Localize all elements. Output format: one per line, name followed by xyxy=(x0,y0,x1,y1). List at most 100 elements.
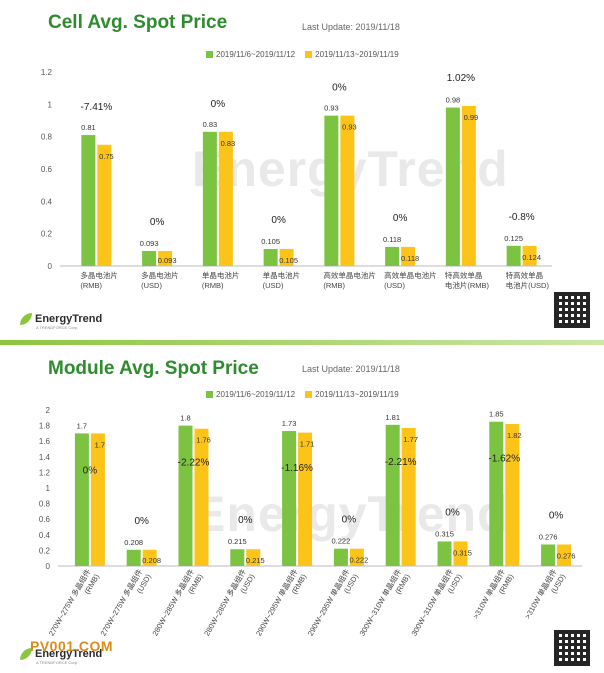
brand-sub: A TRENDFORCE Corp. xyxy=(36,325,79,331)
y-tick-label: 1.2 xyxy=(41,68,53,77)
change-label: 0% xyxy=(393,213,408,224)
data-label: 0.81 xyxy=(81,123,96,132)
y-tick-label: 1.2 xyxy=(39,468,51,477)
y-tick-label: 1.6 xyxy=(39,437,51,446)
bar xyxy=(522,245,537,266)
bar xyxy=(90,433,105,566)
y-tick-label: 0.2 xyxy=(39,546,51,555)
x-tick-label: (RMB) xyxy=(323,281,345,290)
x-tick-label: 电池片(RMB) xyxy=(445,280,490,290)
y-tick-label: 0 xyxy=(48,262,53,271)
x-tick-label: 300W~310W 单晶组件 xyxy=(409,567,456,638)
brand-name: EnergyTrend xyxy=(35,648,103,660)
data-label: 1.71 xyxy=(300,440,315,449)
data-label: 1.77 xyxy=(403,435,418,444)
bar xyxy=(263,249,278,266)
cell-chart-svg: 00.20.40.60.811.20.810.75-7.41%多晶电池片(RMB… xyxy=(41,68,552,290)
change-label: -1.16% xyxy=(281,463,313,474)
bar xyxy=(461,105,476,266)
bar xyxy=(541,544,556,566)
change-label: 0% xyxy=(238,515,253,526)
y-tick-label: 0.8 xyxy=(41,133,53,142)
brand-sub: A TRENDFORCE Corp. xyxy=(36,660,79,666)
bar xyxy=(158,250,173,266)
data-label: 1.7 xyxy=(77,421,87,430)
x-tick-label: 多晶电池片 xyxy=(80,270,118,280)
change-label: 0% xyxy=(549,510,564,521)
bar xyxy=(385,246,400,266)
data-label: 1.85 xyxy=(489,410,504,419)
legend: 2019/11/6~2019/11/12 2019/11/13~2019/11/… xyxy=(206,50,399,59)
x-tick-label: 多晶电池片 xyxy=(141,270,179,280)
data-label: 0.276 xyxy=(557,551,576,560)
bar xyxy=(230,549,245,566)
legend-item: 2019/11/13~2019/11/19 xyxy=(305,390,399,399)
y-tick-label: 0.4 xyxy=(41,197,53,206)
data-label: 0.093 xyxy=(158,256,177,265)
bar xyxy=(385,424,400,566)
module-chart-svg: 00.20.40.60.811.21.41.61.821.71.70%270W~… xyxy=(39,406,582,638)
x-tick-label: 300W~310W 单晶组件 xyxy=(357,567,404,638)
data-label: 0.98 xyxy=(446,96,461,105)
bar xyxy=(505,424,520,566)
bar xyxy=(340,115,355,267)
data-label: 0.124 xyxy=(522,253,541,262)
change-label: -2.21% xyxy=(385,457,417,468)
x-tick-label: 特高效单晶 xyxy=(445,270,483,280)
x-tick-label-group: 280W~285W 多晶组件(USD) xyxy=(201,567,256,638)
change-label: -1.62% xyxy=(488,454,520,465)
bar xyxy=(437,541,452,566)
x-tick-label-group: 270W~275W 多晶组件(RMB) xyxy=(46,567,101,638)
change-label: 0% xyxy=(150,217,165,228)
legend-item: 2019/11/6~2019/11/12 xyxy=(206,390,295,399)
cell-price-panel: Cell Avg. Spot Price Last Update: 2019/1… xyxy=(20,12,590,331)
change-label: -2.22% xyxy=(178,458,210,469)
data-label: 0.93 xyxy=(324,104,339,113)
bar xyxy=(194,428,209,566)
legend-label: 2019/11/6~2019/11/12 xyxy=(216,390,296,399)
x-tick-label: (RMB) xyxy=(202,281,224,290)
data-label: 0.222 xyxy=(350,556,369,565)
data-label: 0.215 xyxy=(228,537,247,546)
bar xyxy=(202,131,217,266)
data-label: 0.99 xyxy=(464,113,479,122)
x-tick-label-group: 290W~295W 单晶组件(USD) xyxy=(305,567,360,638)
bar xyxy=(81,135,96,266)
data-label: 0.75 xyxy=(99,152,114,161)
x-tick-label-group: 270W~275W 多晶组件(USD) xyxy=(98,567,153,638)
y-tick-label: 0.4 xyxy=(39,531,51,540)
last-update: Last Update: 2019/11/18 xyxy=(302,364,400,374)
legend-label: 2019/11/13~2019/11/19 xyxy=(315,50,399,59)
legend-swatch-green xyxy=(206,51,213,58)
x-tick-label-group: >310W 单晶组件(RMB) xyxy=(470,567,516,621)
y-tick-label: 1.8 xyxy=(39,422,51,431)
x-tick-label: 270W~275W 多晶组件 xyxy=(46,567,93,638)
change-label: 0% xyxy=(211,99,226,110)
y-tick-label: 0 xyxy=(46,562,51,571)
data-label: 1.82 xyxy=(507,431,522,440)
change-label: 0% xyxy=(342,515,357,526)
data-label: 0.118 xyxy=(383,235,401,244)
data-label: 0.315 xyxy=(435,529,454,538)
legend-swatch-green xyxy=(206,391,213,398)
divider-bar xyxy=(0,340,604,345)
x-tick-label: (USD) xyxy=(141,281,162,290)
bar xyxy=(142,549,157,566)
y-tick-label: 0.8 xyxy=(39,500,51,509)
bar xyxy=(333,548,348,566)
change-label: 0% xyxy=(134,516,149,527)
x-tick-label: 290W~295W 单晶组件 xyxy=(305,567,352,638)
x-tick-label: 电池片(USD) xyxy=(506,280,550,290)
legend-item: 2019/11/13~2019/11/19 xyxy=(305,50,399,59)
x-tick-label-group: 300W~310W 单晶组件(USD) xyxy=(409,567,464,638)
data-label: 0.215 xyxy=(246,556,265,565)
data-label: 0.105 xyxy=(261,237,280,246)
x-tick-label: 特高效单晶 xyxy=(506,270,544,280)
x-tick-label: 280W~285W 多晶组件 xyxy=(201,567,248,638)
legend-label: 2019/11/6~2019/11/12 xyxy=(216,50,296,59)
bar xyxy=(246,549,261,566)
legend-label: 2019/11/13~2019/11/19 xyxy=(315,390,399,399)
chart-title: Cell Avg. Spot Price xyxy=(48,12,228,33)
bar xyxy=(445,107,460,266)
x-tick-label-group: >310W 单晶组件(USD) xyxy=(522,567,568,621)
